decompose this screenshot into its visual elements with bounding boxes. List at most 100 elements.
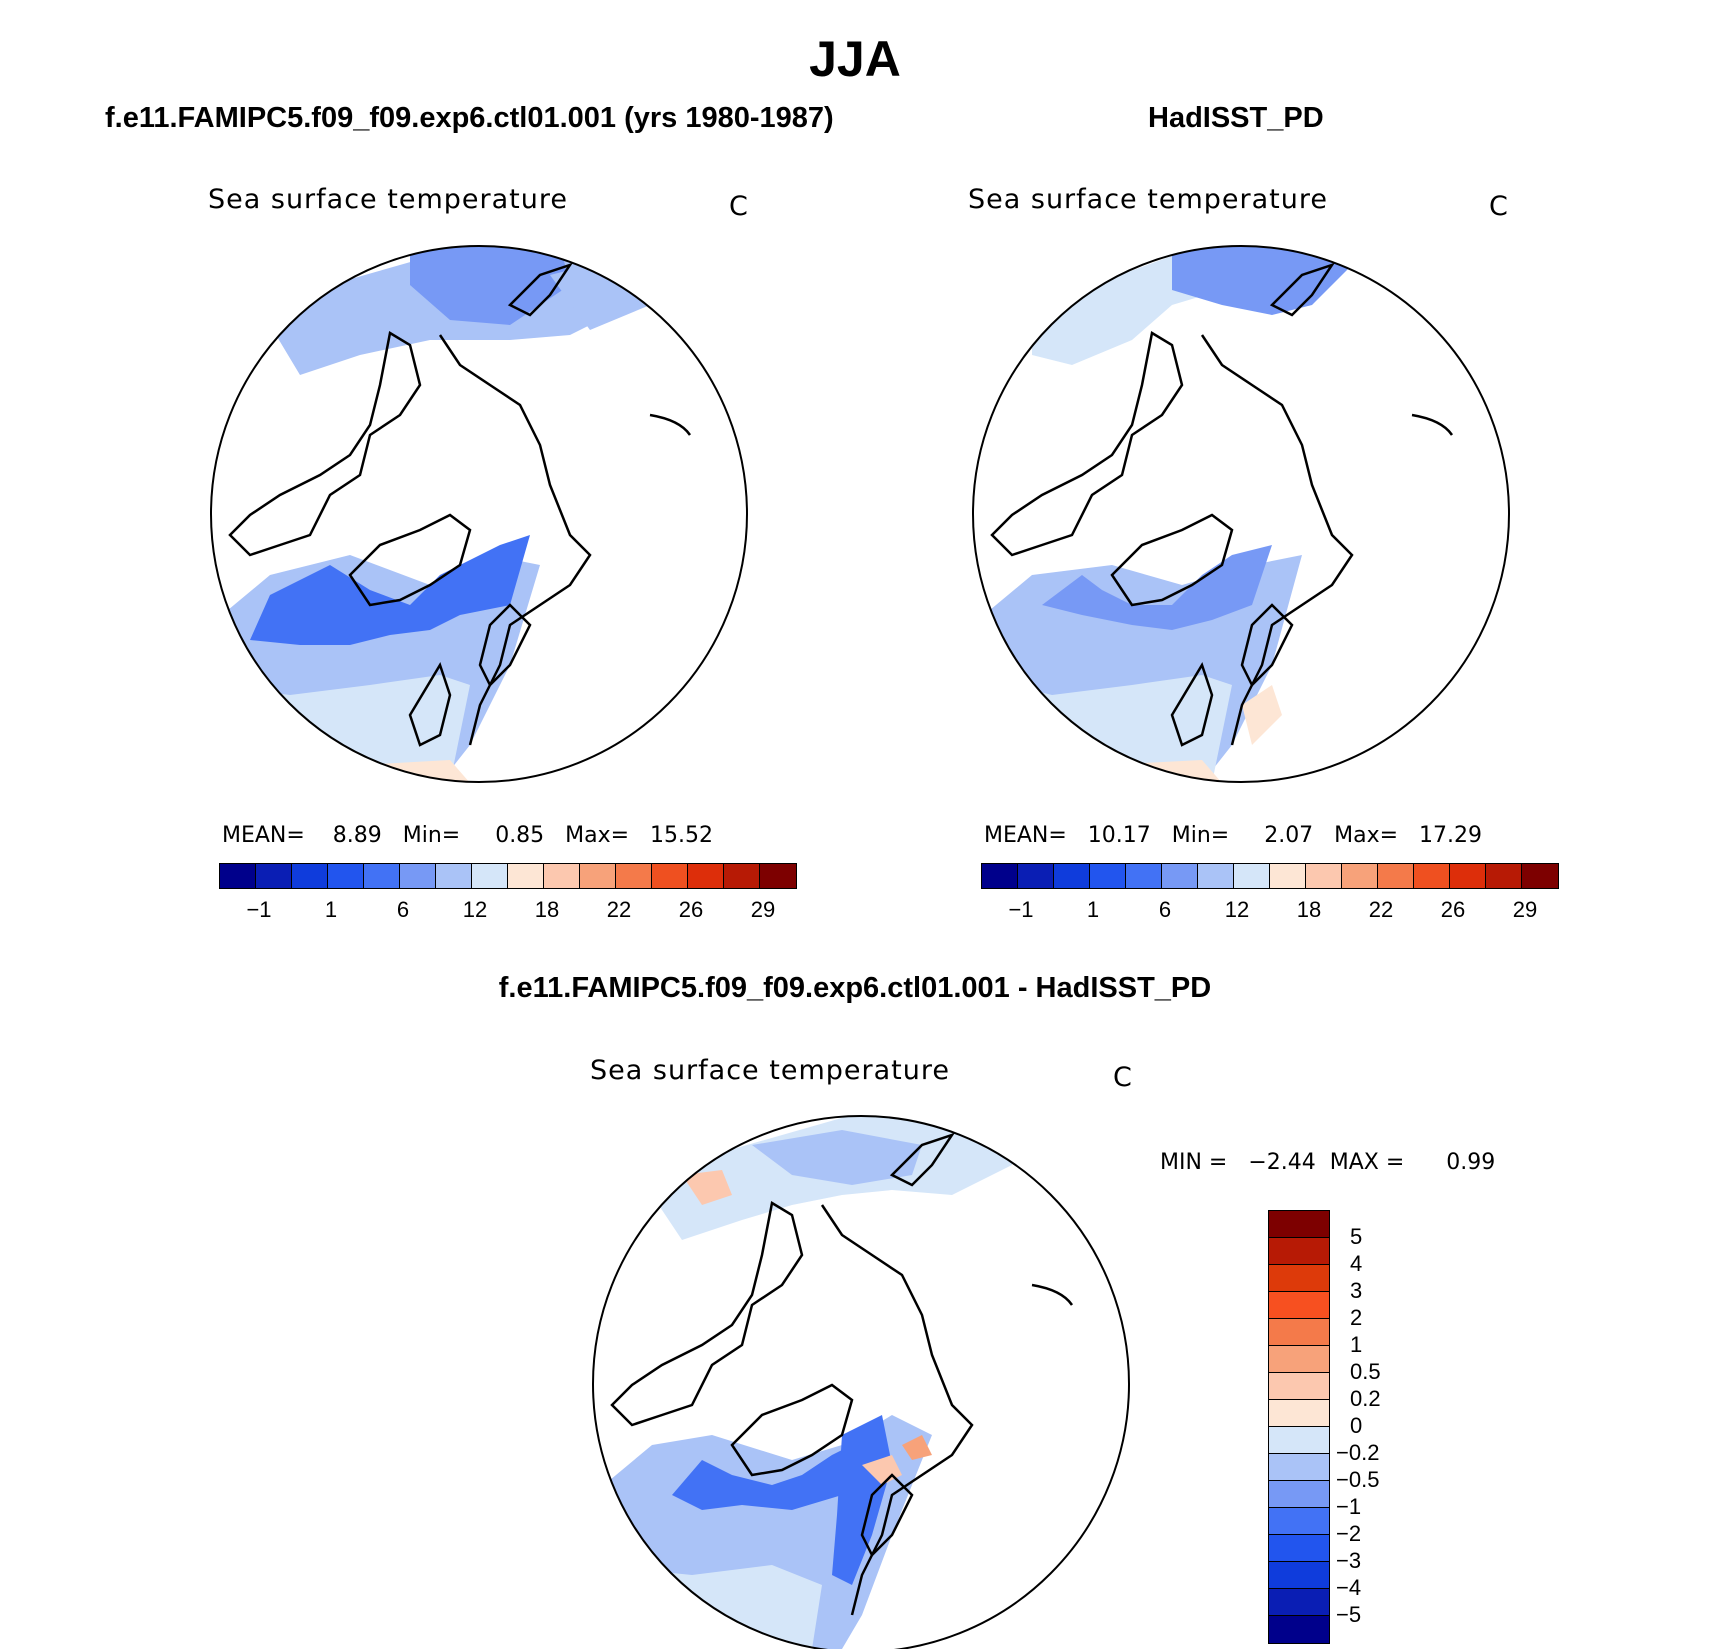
colorbar-tick-label: −1 [1008,897,1034,922]
colorbar-swatch [1306,864,1342,888]
obs-polar-map [972,245,1510,783]
colorbar-tick-label: 1 [324,897,338,922]
colorbar-swatch [1414,864,1450,888]
colorbar-tick-label: 4 [1350,1251,1363,1276]
colorbar-swatch [760,864,796,888]
colorbar-swatch [1090,864,1126,888]
colorbar-tick-label: −1 [246,897,272,922]
colorbar-tick-label: −0.2 [1336,1440,1380,1465]
colorbar-swatch [1486,864,1522,888]
colorbar-swatch [1269,1400,1329,1427]
colorbar-swatch [1342,864,1378,888]
colorbar-tick-label: −4 [1336,1575,1362,1600]
obs-colorbar-ticks: −1 1 6 12 18 22 26 29 [981,897,1537,925]
colorbar-swatch [1269,1508,1329,1535]
colorbar-swatch [1269,1346,1329,1373]
colorbar-swatch [292,864,328,888]
diff-colorbar [1268,1210,1330,1644]
colorbar-swatch [1522,864,1558,888]
obs-units-label: C [1489,191,1508,222]
colorbar-tick-label: −3 [1336,1548,1362,1573]
diff-stats: MIN = −2.44 MAX = 0.99 [1160,1150,1496,1175]
colorbar-swatch [1269,1265,1329,1292]
colorbar-tick-label: 5 [1350,1224,1363,1249]
diff-panel-title: f.e11.FAMIPC5.f09_f09.exp6.ctl01.001 - H… [498,972,1212,1004]
diff-colorbar-ticks: 5 4 3 2 1 0.5 0.2 0 −0.2 −0.5 −1 −2 −3 −4 −5 [1336,1210,1416,1650]
colorbar-swatch [1378,864,1414,888]
colorbar-tick-label: 12 [462,897,488,922]
colorbar-tick-label: 12 [1224,897,1250,922]
colorbar-tick-label: 18 [534,897,560,922]
colorbar-swatch [1269,1562,1329,1589]
colorbar-tick-label: 22 [606,897,632,922]
colorbar-swatch [436,864,472,888]
colorbar-swatch [1269,1319,1329,1346]
model-polar-map [210,245,748,783]
colorbar-tick-label: 29 [750,897,776,922]
model-units-label: C [729,191,748,222]
colorbar-tick-label: 1 [1350,1332,1363,1357]
colorbar-tick-label: 6 [396,897,410,922]
colorbar-swatch [616,864,652,888]
model-panel-title: f.e11.FAMIPC5.f09_f09.exp6.ctl01.001 (yr… [105,102,834,134]
colorbar-tick-label: 3 [1350,1278,1363,1303]
colorbar-swatch [1269,1535,1329,1562]
colorbar-swatch [724,864,760,888]
colorbar-swatch [1234,864,1270,888]
diff-variable-label: Sea surface temperature [590,1055,950,1086]
colorbar-swatch [1269,1238,1329,1265]
model-colorbar-ticks: −1 1 6 12 18 22 26 29 [219,897,775,925]
colorbar-swatch [544,864,580,888]
colorbar-swatch [1269,1211,1329,1238]
colorbar-swatch [1269,1373,1329,1400]
colorbar-tick-label: −0.5 [1336,1467,1380,1492]
model-stats: MEAN= 8.89 Min= 0.85 Max= 15.52 [222,823,714,848]
colorbar-tick-label: 26 [1440,897,1466,922]
colorbar-swatch [364,864,400,888]
colorbar-swatch [1198,864,1234,888]
colorbar-tick-label: 18 [1296,897,1322,922]
colorbar-swatch [688,864,724,888]
colorbar-swatch [256,864,292,888]
colorbar-swatch [1054,864,1090,888]
diff-units-label: C [1113,1062,1132,1093]
colorbar-swatch [220,864,256,888]
colorbar-swatch [1450,864,1486,888]
colorbar-tick-label: 22 [1368,897,1394,922]
obs-stats: MEAN= 10.17 Min= 2.07 Max= 17.29 [984,823,1483,848]
model-colorbar [219,863,797,889]
colorbar-tick-label: 6 [1158,897,1172,922]
colorbar-tick-label: −5 [1336,1602,1362,1627]
colorbar-tick-label: 0 [1350,1413,1363,1438]
colorbar-tick-label: 0.5 [1350,1359,1381,1384]
colorbar-swatch [328,864,364,888]
obs-panel-title: HadISST_PD [1148,102,1324,134]
obs-variable-label: Sea surface temperature [968,184,1328,215]
colorbar-tick-label: −2 [1336,1521,1362,1546]
colorbar-swatch [1269,1454,1329,1481]
colorbar-swatch [1018,864,1054,888]
colorbar-swatch [508,864,544,888]
colorbar-swatch [1126,864,1162,888]
colorbar-swatch [652,864,688,888]
colorbar-swatch [1269,1616,1329,1643]
colorbar-swatch [982,864,1018,888]
colorbar-swatch [1270,864,1306,888]
model-variable-label: Sea surface temperature [208,184,568,215]
colorbar-tick-label: 0.2 [1350,1386,1381,1411]
colorbar-swatch [580,864,616,888]
colorbar-tick-label: 29 [1512,897,1538,922]
colorbar-tick-label: 26 [678,897,704,922]
colorbar-swatch [1269,1427,1329,1454]
colorbar-swatch [400,864,436,888]
colorbar-swatch [1269,1589,1329,1616]
colorbar-tick-label: 2 [1350,1305,1363,1330]
obs-colorbar [981,863,1559,889]
colorbar-swatch [1269,1481,1329,1508]
colorbar-swatch [1162,864,1198,888]
colorbar-swatch [472,864,508,888]
colorbar-swatch [1269,1292,1329,1319]
main-title: JJA [809,31,901,87]
colorbar-tick-label: 1 [1086,897,1100,922]
diff-polar-map [592,1115,1130,1649]
